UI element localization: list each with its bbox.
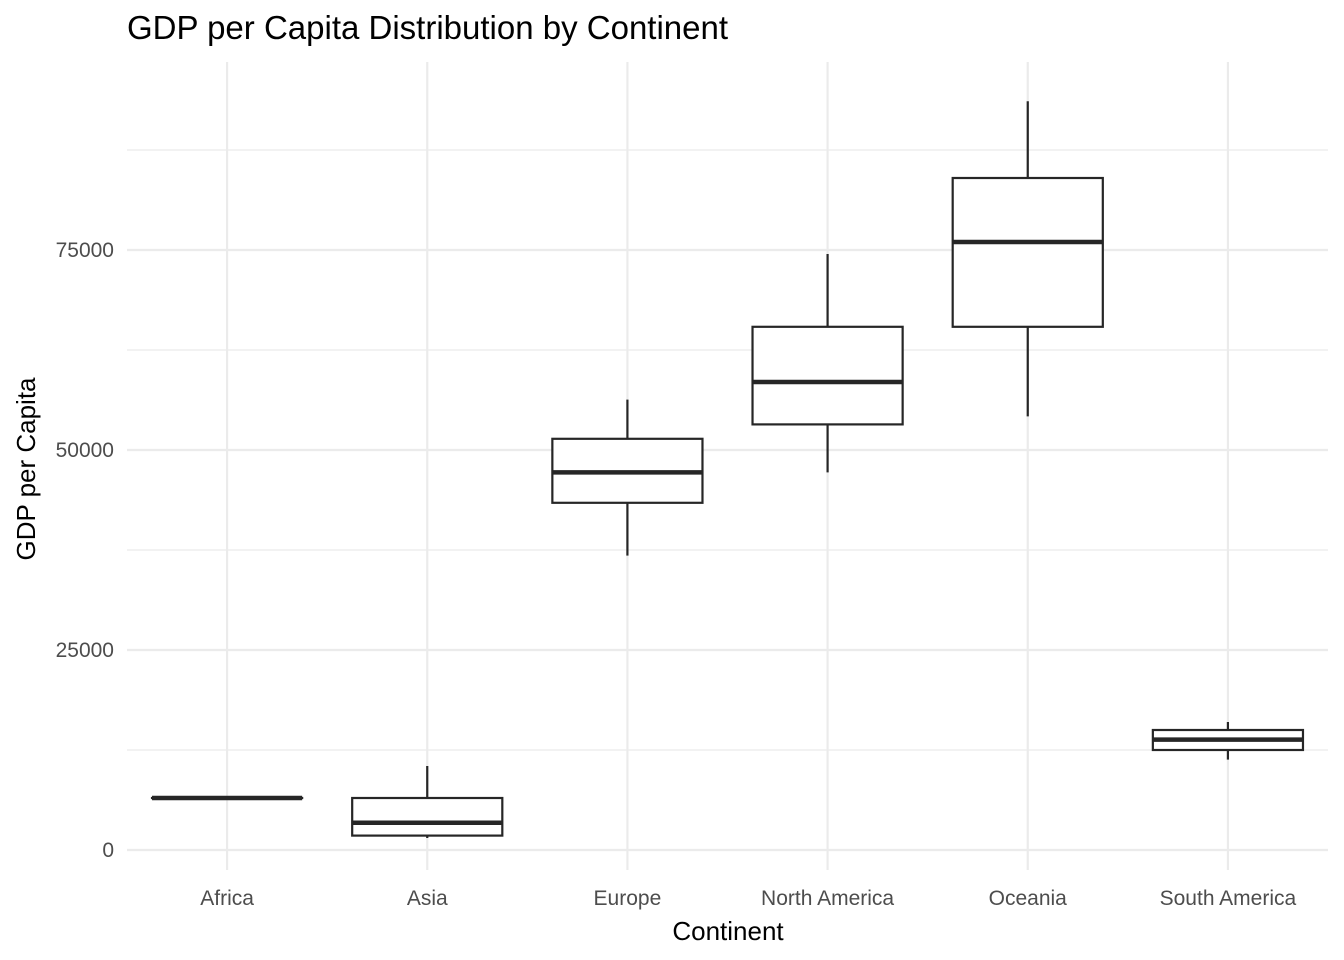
x-tick-label: Oceania bbox=[989, 887, 1068, 910]
boxes bbox=[150, 101, 1305, 838]
box-asia bbox=[351, 766, 504, 838]
y-tick-label: 0 bbox=[102, 839, 114, 862]
y-tick-label: 50000 bbox=[56, 439, 114, 462]
iqr-box bbox=[951, 176, 1104, 328]
x-tick-label: North America bbox=[761, 887, 894, 910]
y-axis-ticks: 0 25000 50000 75000 bbox=[56, 239, 114, 862]
x-tick-label: Africa bbox=[200, 887, 254, 910]
chart-title: GDP per Capita Distribution by Continent bbox=[127, 9, 728, 46]
x-tick-label: Europe bbox=[594, 887, 662, 910]
x-tick-label: South America bbox=[1160, 887, 1297, 910]
box-south-america bbox=[1151, 722, 1305, 760]
box-north-america bbox=[751, 254, 904, 473]
y-axis-title: GDP per Capita bbox=[11, 377, 41, 561]
x-tick-label: Asia bbox=[407, 887, 448, 910]
grid bbox=[127, 62, 1328, 870]
box-oceania bbox=[951, 101, 1104, 417]
y-tick-label: 25000 bbox=[56, 639, 114, 662]
x-axis-ticks: Africa Asia Europe North America Oceania Sout… bbox=[200, 887, 1296, 910]
box-europe bbox=[551, 399, 704, 556]
iqr-box bbox=[751, 325, 904, 426]
iqr-box bbox=[351, 796, 504, 837]
x-axis-title: Continent bbox=[672, 916, 784, 946]
y-tick-label: 75000 bbox=[56, 239, 114, 262]
